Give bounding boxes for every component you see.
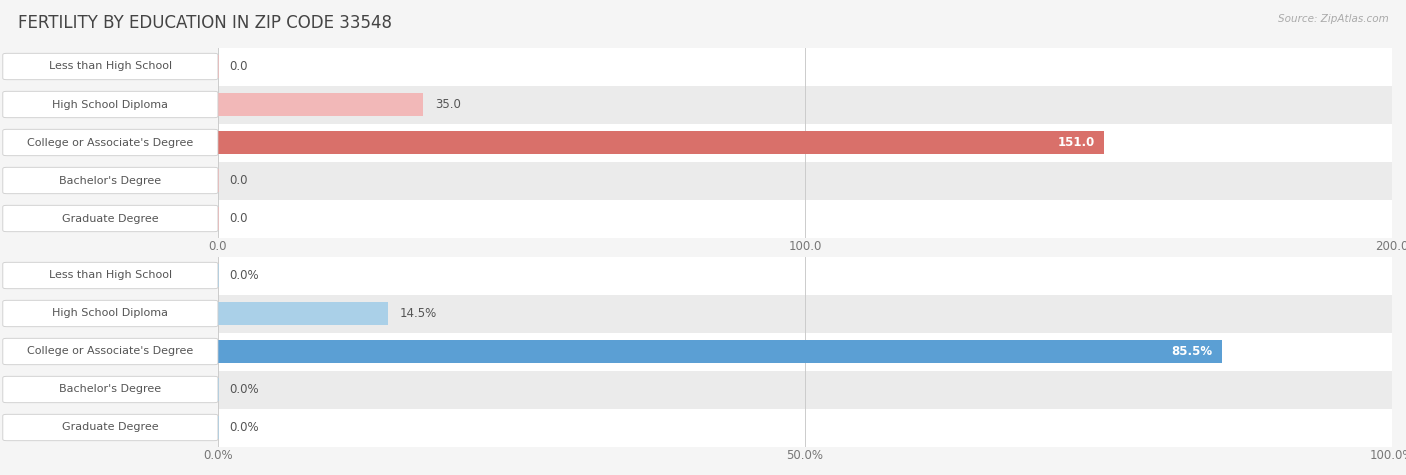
Bar xyxy=(218,408,1392,446)
Text: 85.5%: 85.5% xyxy=(1171,345,1212,358)
Bar xyxy=(218,332,1392,371)
Bar xyxy=(218,93,423,116)
Bar xyxy=(218,131,1104,154)
Bar xyxy=(218,302,388,325)
Bar xyxy=(218,200,1392,238)
Text: 0.0%: 0.0% xyxy=(229,421,259,434)
Bar xyxy=(218,162,1392,199)
Text: 151.0: 151.0 xyxy=(1057,136,1095,149)
Text: Less than High School: Less than High School xyxy=(49,270,172,281)
Text: 0.0%: 0.0% xyxy=(229,383,259,396)
Bar xyxy=(218,294,1392,332)
Bar xyxy=(218,370,1392,408)
Bar xyxy=(218,86,1392,124)
Text: High School Diploma: High School Diploma xyxy=(52,99,169,110)
Text: Bachelor's Degree: Bachelor's Degree xyxy=(59,175,162,186)
Text: 0.0: 0.0 xyxy=(229,174,249,187)
Text: 14.5%: 14.5% xyxy=(399,307,437,320)
Text: College or Associate's Degree: College or Associate's Degree xyxy=(27,346,194,357)
Text: High School Diploma: High School Diploma xyxy=(52,308,169,319)
Text: FERTILITY BY EDUCATION IN ZIP CODE 33548: FERTILITY BY EDUCATION IN ZIP CODE 33548 xyxy=(18,14,392,32)
Text: 0.0: 0.0 xyxy=(229,212,249,225)
Text: Source: ZipAtlas.com: Source: ZipAtlas.com xyxy=(1278,14,1389,24)
Text: Graduate Degree: Graduate Degree xyxy=(62,422,159,433)
Text: 35.0: 35.0 xyxy=(434,98,461,111)
Bar xyxy=(218,124,1392,162)
Text: College or Associate's Degree: College or Associate's Degree xyxy=(27,137,194,148)
Bar xyxy=(218,48,1392,86)
Bar xyxy=(218,340,1222,363)
Text: 0.0%: 0.0% xyxy=(229,269,259,282)
Text: 0.0: 0.0 xyxy=(229,60,249,73)
Text: Bachelor's Degree: Bachelor's Degree xyxy=(59,384,162,395)
Text: Less than High School: Less than High School xyxy=(49,61,172,72)
Bar xyxy=(218,256,1392,294)
Text: Graduate Degree: Graduate Degree xyxy=(62,213,159,224)
